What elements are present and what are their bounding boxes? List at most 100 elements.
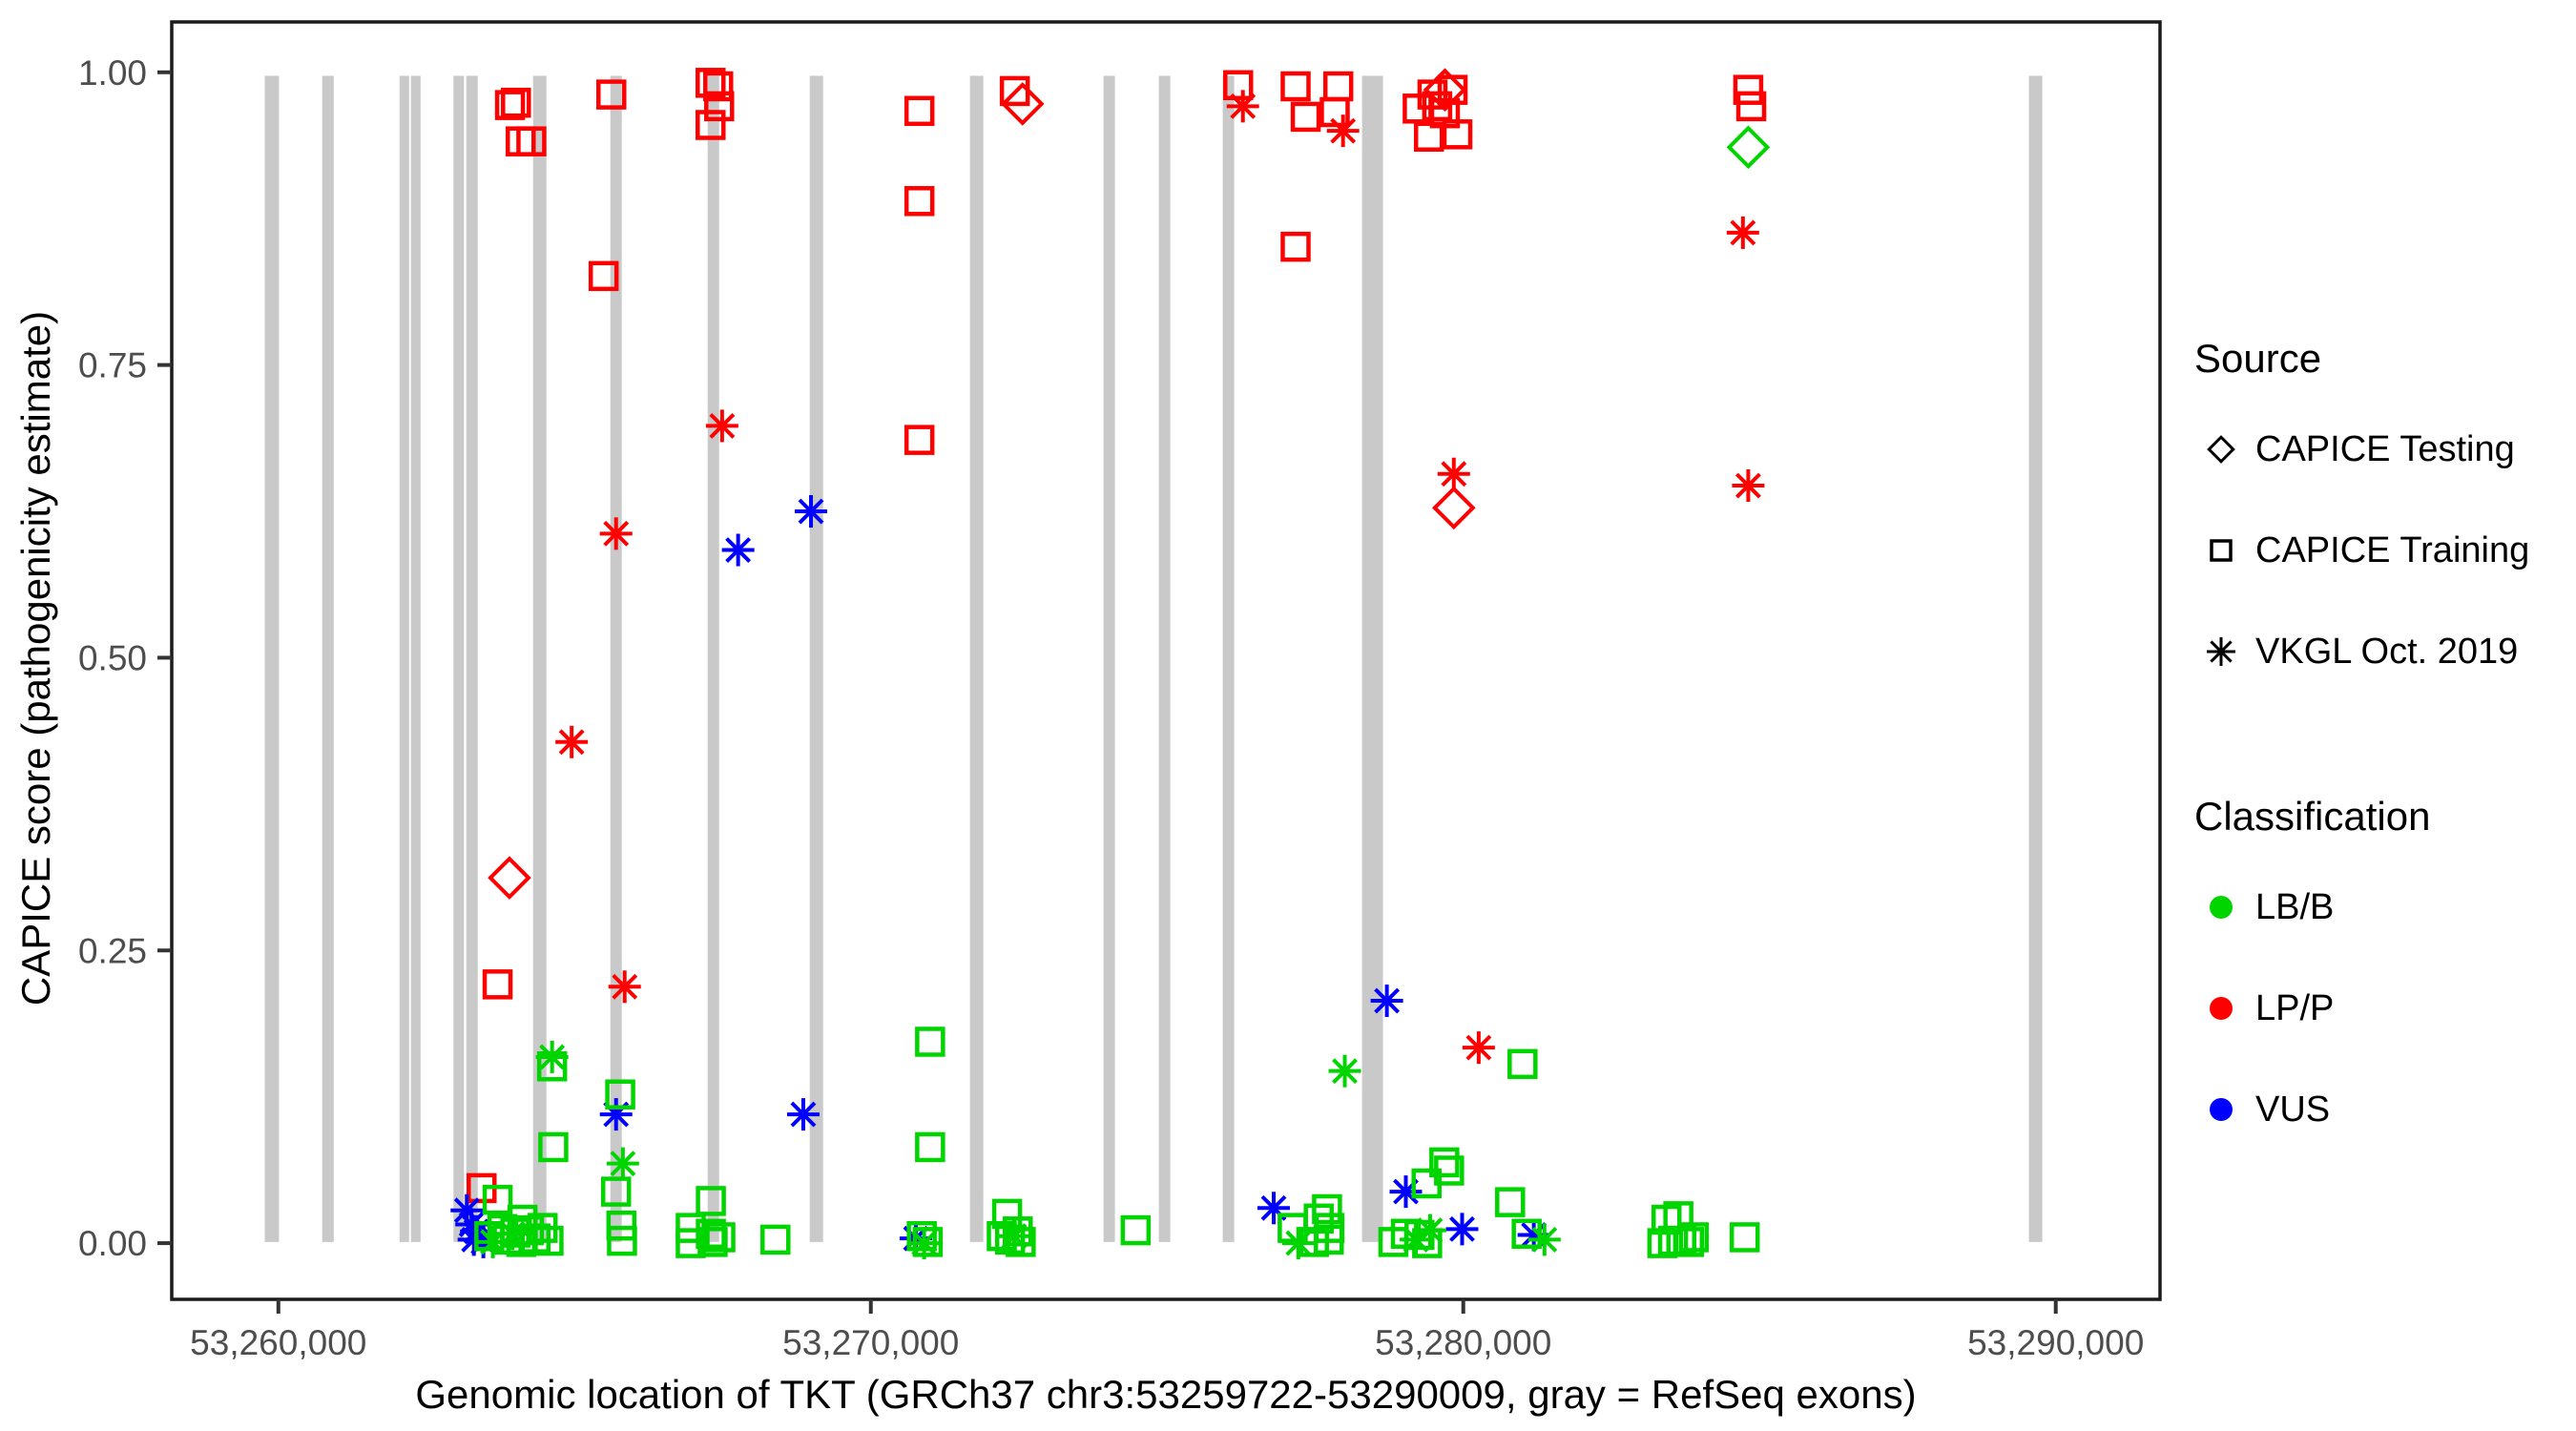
exon-bar <box>1103 75 1115 1242</box>
point-asterisk <box>1437 457 1470 490</box>
point-diamond <box>488 856 531 900</box>
exon-bar <box>707 75 719 1242</box>
exon-bar <box>466 75 478 1242</box>
y-tick-label: 0.00 <box>78 1224 147 1263</box>
point-diamond <box>1423 68 1467 113</box>
point-asterisk <box>1281 1227 1315 1260</box>
point-asterisk <box>599 1098 633 1131</box>
point-asterisk <box>1527 1223 1561 1256</box>
legend-item-capice-testing: CAPICE Testing <box>2194 399 2566 500</box>
point-asterisk <box>608 970 641 1004</box>
x-tick-label: 53,260,000 <box>190 1323 366 1362</box>
legend-item-capice-training: CAPICE Training <box>2194 500 2566 601</box>
point-square <box>696 68 726 98</box>
y-tick-label: 0.50 <box>78 638 147 677</box>
legend-classification-title: Classification <box>2194 794 2431 839</box>
exon-bar <box>2028 75 2043 1242</box>
point-asterisk <box>1226 90 1259 123</box>
y-tick-label: 0.75 <box>78 346 147 385</box>
exon-bar <box>322 75 334 1242</box>
point-square <box>675 1228 706 1258</box>
point-square <box>1729 1222 1760 1253</box>
point-square <box>1437 74 1468 105</box>
exon-bar <box>264 75 280 1242</box>
point-asterisk <box>721 533 755 567</box>
point-asterisk <box>606 1147 639 1180</box>
point-square <box>1413 121 1444 153</box>
exon-bar <box>532 75 547 1242</box>
point-square <box>904 425 935 455</box>
legend-item-label: LB/B <box>2255 886 2335 927</box>
point-square <box>1733 74 1764 105</box>
legend-item-label: LP/P <box>2255 987 2335 1028</box>
exon-bar <box>1158 75 1171 1242</box>
asterisk-icon <box>2194 625 2248 678</box>
point-square <box>600 1176 632 1207</box>
legend-item-label: VKGL Oct. 2019 <box>2255 631 2519 672</box>
point-square <box>704 91 735 122</box>
point-square <box>596 79 627 110</box>
point-square <box>1290 101 1321 133</box>
diamond-icon <box>2194 423 2248 476</box>
point-square <box>501 87 531 118</box>
point-square <box>760 1224 791 1255</box>
point-square <box>1673 1227 1705 1257</box>
point-square <box>516 126 547 156</box>
point-square <box>696 110 726 140</box>
point-asterisk <box>795 495 828 529</box>
point-square <box>1280 231 1311 262</box>
point-square <box>703 71 734 102</box>
exon-bar <box>969 75 984 1242</box>
legend-item-label: CAPICE Training <box>2255 529 2530 570</box>
point-square <box>482 969 513 1000</box>
point-asterisk <box>1370 985 1403 1018</box>
point-diamond <box>1431 486 1476 530</box>
point-square <box>1429 1147 1460 1178</box>
point-square <box>915 1027 945 1057</box>
exon-bar <box>410 75 421 1242</box>
square-icon <box>2194 524 2248 577</box>
point-asterisk <box>1462 1031 1495 1065</box>
point-square <box>1120 1214 1152 1246</box>
point-square <box>1280 71 1311 102</box>
exon-bar <box>809 75 823 1242</box>
point-square <box>536 1051 568 1082</box>
point-square <box>1006 1227 1036 1257</box>
legend-item-label: CAPICE Testing <box>2255 428 2515 469</box>
point-square <box>1735 91 1767 122</box>
point-asterisk <box>1389 1175 1423 1209</box>
exon-bar <box>1361 75 1383 1242</box>
point-square <box>605 1079 635 1110</box>
point-asterisk <box>599 517 633 550</box>
y-tick-label: 1.00 <box>78 53 147 93</box>
point-square <box>506 126 536 156</box>
x-tick-label: 53,290,000 <box>1967 1323 2144 1362</box>
green-dot-icon <box>2194 881 2248 934</box>
point-square <box>904 95 935 127</box>
point-square <box>994 1224 1026 1255</box>
point-square <box>1223 70 1254 101</box>
point-square <box>1314 1213 1345 1243</box>
point-square <box>1495 1187 1526 1217</box>
legend-spacer <box>2194 702 2566 794</box>
point-asterisk <box>705 409 738 443</box>
point-square <box>696 1186 726 1216</box>
exon-bar <box>453 75 465 1242</box>
point-diamond <box>1000 82 1045 126</box>
legend-item-lpp: LP/P <box>2194 958 2566 1059</box>
point-square <box>705 1222 736 1253</box>
point-square <box>494 90 526 120</box>
point-square <box>482 1184 513 1215</box>
x-tick-label: 53,270,000 <box>782 1323 959 1362</box>
point-square <box>1507 1048 1538 1080</box>
point-square <box>607 1225 637 1256</box>
point-square <box>1678 1222 1710 1253</box>
y-axis-title: CAPICE score (pathogenicity estimate) <box>13 310 58 1006</box>
point-square <box>912 1227 944 1257</box>
point-square <box>538 1131 569 1163</box>
point-asterisk <box>1413 1213 1446 1247</box>
x-tick-label: 53,280,000 <box>1375 1323 1551 1362</box>
red-dot-icon <box>2194 982 2248 1035</box>
